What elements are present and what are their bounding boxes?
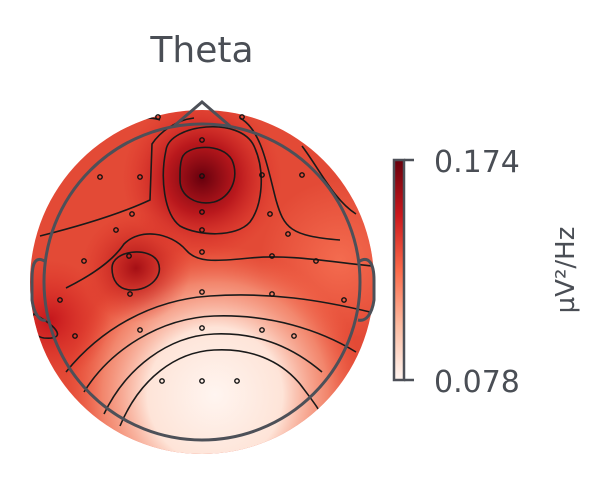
contour-line bbox=[83, 315, 357, 393]
sensor-marker bbox=[155, 114, 161, 120]
sensor-marker bbox=[72, 333, 78, 339]
sensor-marker bbox=[291, 333, 297, 339]
sensor-marker bbox=[199, 209, 205, 215]
nose bbox=[173, 100, 231, 128]
sensor-marker bbox=[81, 258, 87, 264]
sensor-marker bbox=[341, 297, 347, 303]
sensor-marker bbox=[199, 325, 205, 331]
right-ear bbox=[357, 257, 376, 322]
sensor-marker bbox=[313, 258, 319, 264]
contour-line bbox=[119, 349, 325, 427]
contour-line bbox=[65, 294, 371, 373]
head-outline bbox=[30, 100, 376, 442]
contour-line bbox=[179, 146, 236, 204]
colorbar-min-label: 0.078 bbox=[434, 365, 520, 400]
left-ear bbox=[30, 257, 47, 322]
colorbar-unit-label: µV²/Hz bbox=[551, 227, 581, 314]
sensor-marker bbox=[199, 378, 205, 384]
sensor-marker bbox=[127, 291, 133, 297]
chart-title: Theta bbox=[149, 30, 253, 71]
sensor-marker bbox=[199, 173, 205, 179]
sensor-marker bbox=[113, 227, 119, 233]
sensor-marker bbox=[269, 291, 275, 297]
topomap-heat bbox=[30, 110, 374, 454]
contour-line bbox=[239, 117, 341, 241]
sensor-marker bbox=[137, 327, 143, 333]
sensor-marker bbox=[267, 211, 273, 217]
sensor-marker bbox=[299, 172, 305, 178]
sensor-marker bbox=[126, 253, 132, 259]
sensor-marker bbox=[199, 227, 205, 233]
sensor-marker bbox=[285, 231, 291, 237]
colorbar-gradient bbox=[394, 160, 404, 380]
colorbar: 0.174 0.078 µV²/Hz bbox=[392, 145, 581, 400]
contour-line bbox=[103, 333, 323, 415]
colorbar-frame bbox=[392, 158, 406, 382]
sensor-marker bbox=[57, 297, 63, 303]
contour-line bbox=[111, 251, 161, 291]
colorbar-max-label: 0.174 bbox=[434, 145, 520, 180]
sensor-marker bbox=[269, 253, 275, 259]
scalp-circle bbox=[42, 122, 362, 442]
contour-line bbox=[162, 126, 263, 235]
sensor-marker bbox=[259, 327, 265, 333]
sensor-marker bbox=[129, 211, 135, 217]
sensor-marker bbox=[259, 172, 265, 178]
sensor-marker bbox=[239, 114, 245, 120]
sensor-marker bbox=[199, 137, 205, 143]
sensor-marker bbox=[199, 289, 205, 295]
sensor-marker bbox=[159, 378, 165, 384]
topomap bbox=[30, 100, 376, 454]
contour-line bbox=[65, 233, 373, 289]
sensor-marker bbox=[199, 249, 205, 255]
sensor-marker bbox=[234, 378, 240, 384]
sensor-marker bbox=[137, 174, 143, 180]
sensor-markers bbox=[57, 114, 347, 384]
sensor-marker bbox=[97, 174, 103, 180]
